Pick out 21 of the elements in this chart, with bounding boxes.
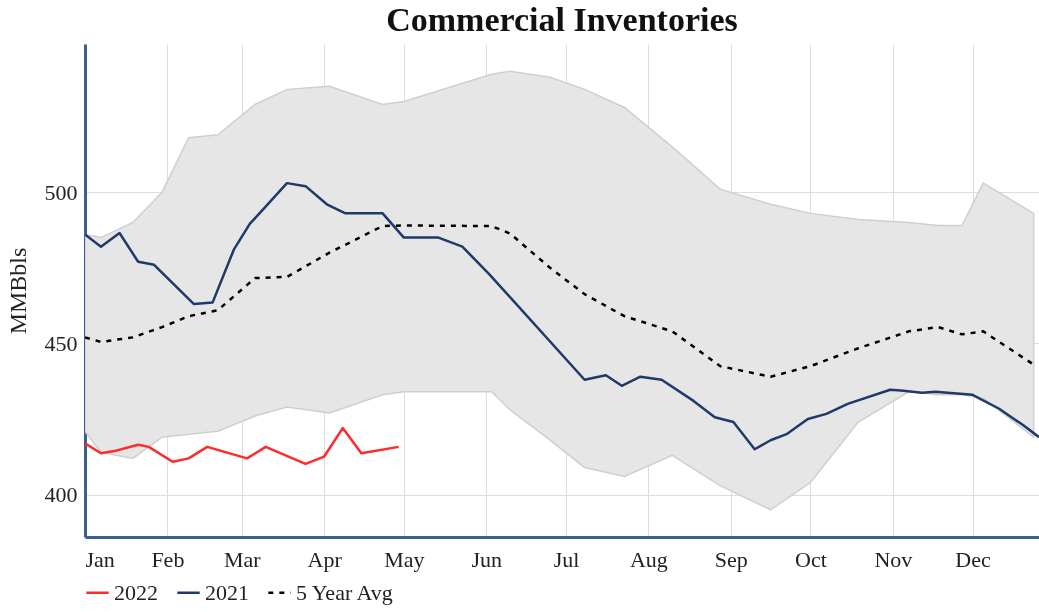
- x-tick-label: May: [384, 546, 425, 572]
- x-tick-label: Apr: [307, 546, 343, 572]
- x-tick-label: Jul: [553, 546, 580, 572]
- y-tick-label: 450: [44, 330, 78, 356]
- line-series: [85, 426, 400, 466]
- chart-title: Commercial Inventories: [386, 1, 738, 38]
- y-tick-label: 400: [44, 482, 78, 508]
- x-tick-label: Dec: [955, 546, 992, 572]
- x-tick-label: Sep: [714, 546, 748, 572]
- x-tick-label: Oct: [795, 546, 827, 572]
- x-tick-label: Jun: [471, 546, 503, 572]
- legend-label: 2022: [114, 579, 158, 605]
- x-tick-label: Feb: [151, 546, 185, 572]
- legend-label: 2021: [205, 579, 249, 605]
- y-axis-title: MMBbls: [4, 247, 31, 335]
- legend-label: 5 Year Avg: [296, 579, 393, 605]
- y-tick-label: 500: [44, 179, 78, 205]
- x-tick-label: Aug: [629, 546, 668, 572]
- x-tick-label: Mar: [223, 546, 262, 572]
- x-tick-label: Nov: [874, 546, 913, 572]
- x-tick-label: Jan: [85, 546, 115, 572]
